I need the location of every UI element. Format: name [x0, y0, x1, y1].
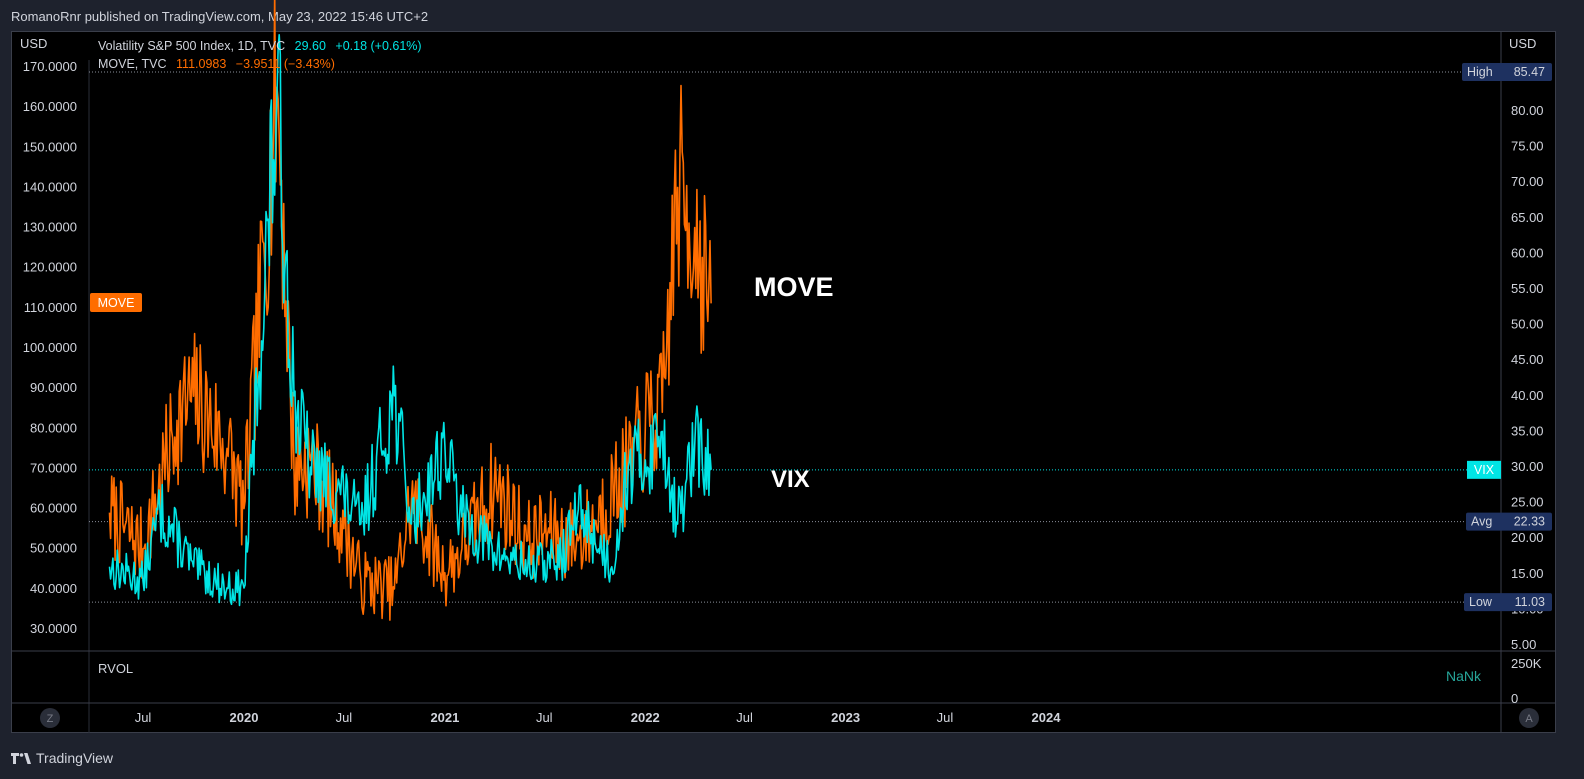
- low-badge-value: 11.03: [1515, 595, 1545, 609]
- legend-move[interactable]: MOVE, TVC 111.0983 −3.9511 (−3.43%): [98, 57, 335, 71]
- left-tick-label: 100.0000: [23, 340, 77, 355]
- time-tick-label: Jul: [536, 710, 553, 725]
- left-tick-label: 90.0000: [30, 380, 77, 395]
- right-axis-currency: USD: [1509, 36, 1536, 51]
- left-tick-label: 50.0000: [30, 541, 77, 556]
- right-tick-label: 40.00: [1511, 388, 1544, 403]
- zoom-reset-label: Z: [47, 713, 54, 725]
- left-tick-label: 140.0000: [23, 179, 77, 194]
- time-tick-label: Jul: [135, 710, 152, 725]
- left-tick-label: 160.0000: [23, 99, 77, 114]
- right-tick-label: 25.00: [1511, 495, 1544, 510]
- vix-axis-tag: VIX: [1474, 463, 1495, 477]
- time-tick-label: 2023: [831, 710, 860, 725]
- right-tick-label: 65.00: [1511, 210, 1544, 225]
- avg-badge-label: Avg: [1471, 515, 1492, 529]
- time-tick-label: 2020: [230, 710, 259, 725]
- right-tick-label: 50.00: [1511, 317, 1544, 332]
- legend-move-price: 111.0983: [176, 57, 226, 71]
- rvol-tick-bottom: 0: [1511, 691, 1518, 706]
- time-tick-label: 2021: [430, 710, 459, 725]
- move-axis-tag-bg: [90, 293, 142, 312]
- avg-badge: Avg 22.33: [1466, 512, 1552, 531]
- left-tick-label: 170.0000: [23, 59, 77, 74]
- auto-scale-label: A: [1525, 713, 1533, 725]
- left-tick-label: 130.0000: [23, 220, 77, 235]
- legend-vix[interactable]: Volatility S&P 500 Index, 1D, TVC 29.60 …: [98, 39, 422, 53]
- legend-vix-price: 29.60: [295, 39, 326, 53]
- time-axis[interactable]: Jul 2020 Jul 2021 Jul 2022 Jul 2023 Jul 2024: [135, 710, 1062, 725]
- left-tick-label: 80.0000: [30, 420, 77, 435]
- left-tick-label: 70.0000: [30, 460, 77, 475]
- legend-vix-change: +0.18 (+0.61%): [335, 39, 421, 53]
- rvol-label: RVOL: [98, 661, 133, 676]
- legend-move-change: −3.9511 (−3.43%): [236, 57, 335, 71]
- high-badge-value: 85.47: [1514, 65, 1545, 79]
- right-tick-label: 30.00: [1511, 459, 1544, 474]
- left-tick-label: 120.0000: [23, 260, 77, 275]
- right-tick-label: 55.00: [1511, 281, 1544, 296]
- left-tick-label: 150.0000: [23, 139, 77, 154]
- left-tick-label: 30.0000: [30, 621, 77, 636]
- time-tick-label: Jul: [937, 710, 954, 725]
- time-tick-label: Jul: [736, 710, 753, 725]
- right-tick-label: 35.00: [1511, 423, 1544, 438]
- high-badge: High 85.47: [1462, 63, 1552, 82]
- avg-badge-value: 22.33: [1514, 515, 1545, 529]
- low-badge-label: Low: [1469, 595, 1493, 609]
- move-annotation: MOVE: [754, 272, 834, 302]
- vix-series-line: [108, 33, 712, 607]
- rvol-tick-top: 250K: [1511, 656, 1542, 671]
- legend-vix-label: Volatility S&P 500 Index, 1D, TVC: [98, 39, 285, 53]
- tradingview-logo-icon: [11, 752, 31, 764]
- chart-frame[interactable]: [11, 31, 1556, 733]
- vix-axis-tag-bg: [1467, 460, 1501, 479]
- move-series-line: [108, 0, 712, 621]
- rvol-value: NaNk: [1446, 668, 1482, 684]
- right-tick-label: 60.00: [1511, 245, 1544, 260]
- vix-annotation: VIX: [771, 466, 810, 493]
- right-tick-label: 80.00: [1511, 103, 1544, 118]
- left-price-axis[interactable]: 170.0000 160.0000 150.0000 140.0000 130.0000…: [23, 59, 77, 636]
- right-tick-label: 5.00: [1511, 637, 1536, 652]
- right-price-axis[interactable]: 80.00 75.00 70.00 65.00 60.00 55.00 50.00 45.00…: [1511, 103, 1544, 652]
- zoom-reset-button[interactable]: [40, 708, 60, 728]
- legend-move-label: MOVE, TVC: [98, 57, 167, 71]
- high-badge-label: High: [1467, 65, 1493, 79]
- footer-brand[interactable]: TradingView: [11, 750, 113, 766]
- footer-brand-label: TradingView: [36, 750, 114, 766]
- right-tick-label: 15.00: [1511, 566, 1544, 581]
- right-tick-label: 70.00: [1511, 174, 1544, 189]
- right-tick-label: 20.00: [1511, 530, 1544, 545]
- right-tick-label: 45.00: [1511, 352, 1544, 367]
- time-tick-label: 2024: [1032, 710, 1062, 725]
- right-tick-label: 75.00: [1511, 139, 1544, 154]
- left-axis-currency: USD: [20, 36, 47, 51]
- auto-scale-button[interactable]: [1519, 708, 1539, 728]
- left-tick-label: 40.0000: [30, 581, 77, 596]
- left-tick-label: 60.0000: [30, 501, 77, 516]
- time-tick-label: 2022: [631, 710, 660, 725]
- low-badge: Low 11.03: [1464, 593, 1552, 612]
- publisher-caption: RomanoRnr published on TradingView.com, …: [11, 9, 429, 24]
- move-axis-tag: MOVE: [98, 296, 135, 310]
- time-tick-label: Jul: [336, 710, 353, 725]
- left-tick-label: 110.0000: [24, 300, 77, 315]
